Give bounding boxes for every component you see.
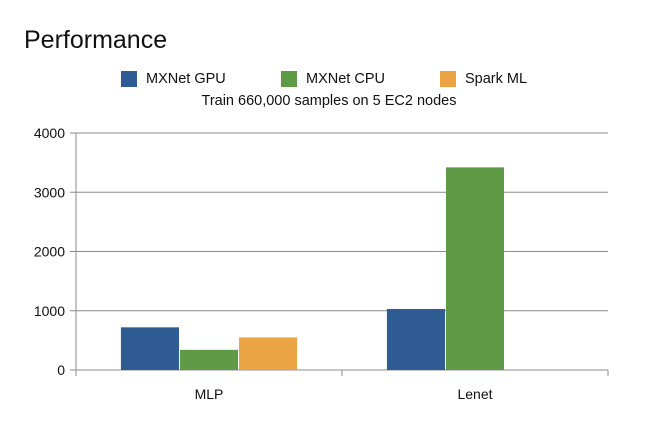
legend-item-mxnet-gpu: MXNet GPU [121,69,226,89]
bar-mlp-mxnet-gpu [120,327,179,370]
legend-label-mxnet-cpu: MXNet CPU [306,71,385,87]
x-tick-label-mlp: MLP [195,386,224,402]
bar-lenet-mxnet-gpu [386,308,445,370]
legend-swatch-mxnet-cpu [281,71,297,87]
legend-swatch-mxnet-gpu [121,71,137,87]
x-tick-label-lenet: Lenet [457,386,492,402]
y-tick-label-3000: 3000 [34,184,65,200]
y-tick-label-4000: 4000 [34,125,65,141]
bar-lenet-mxnet-cpu [445,167,505,370]
y-tick-label-0: 0 [57,362,65,378]
y-tick-label-2000: 2000 [34,244,65,260]
legend-swatch-spark-ml [440,71,456,87]
chart-legend: MXNet GPU MXNet CPU Spark ML [0,69,658,89]
bar-mlp-mxnet-cpu [179,349,239,370]
y-tick-label-1000: 1000 [34,303,65,319]
chart-title: Performance [24,26,168,54]
legend-label-spark-ml: Spark ML [465,71,528,87]
legend-item-mxnet-cpu: MXNet CPU [281,69,385,89]
chart-subtitle: Train 660,000 samples on 5 EC2 nodes [201,93,457,109]
bar-mlp-spark-ml [239,337,298,370]
legend-item-spark-ml: Spark ML [440,69,527,89]
legend-label-mxnet-gpu: MXNet GPU [146,71,226,87]
